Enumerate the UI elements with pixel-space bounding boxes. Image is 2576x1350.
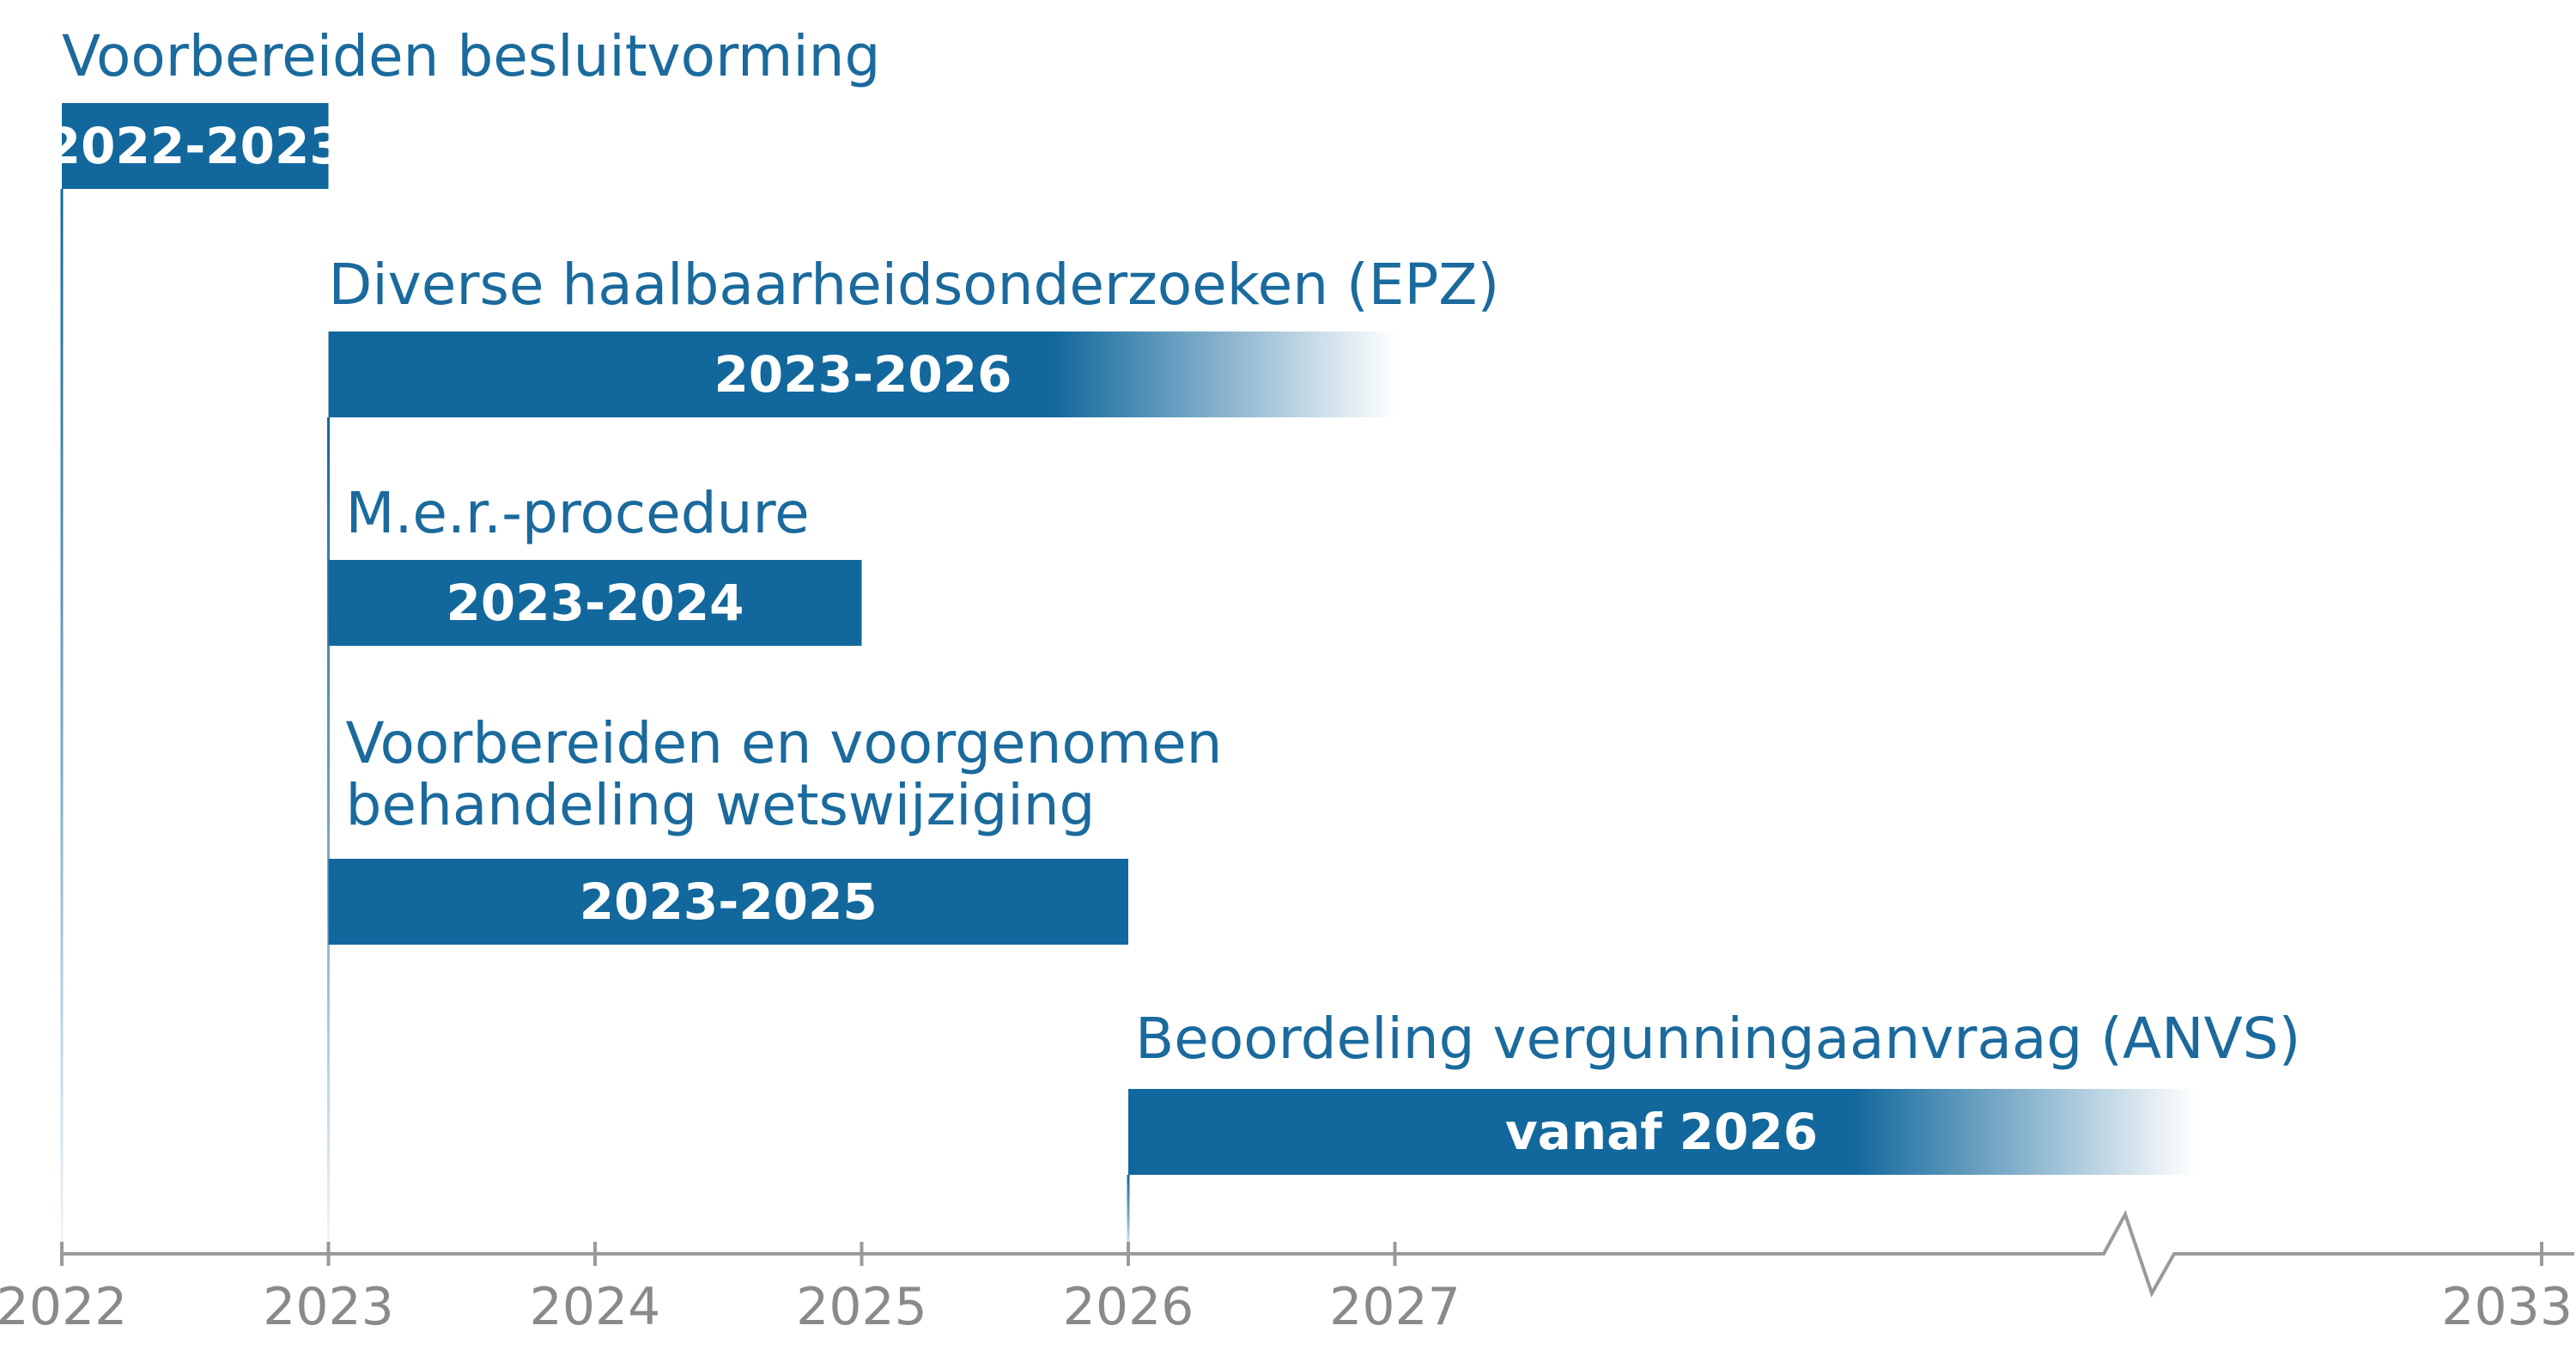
task-title: M.e.r.-procedure <box>346 480 810 546</box>
task-title: behandeling wetswijziging <box>346 772 1096 838</box>
bar-label: vanaf 2026 <box>1505 1103 1818 1161</box>
tick-label: 2022 <box>0 1277 127 1337</box>
connector-line-2023 <box>327 417 330 1254</box>
bar-label: 2023-2025 <box>580 873 878 931</box>
task-title: Voorbereiden besluitvorming <box>62 23 880 89</box>
task-bar <box>62 103 329 189</box>
tick-label: 2033 <box>2441 1277 2573 1337</box>
connector-line-2026 <box>1127 1175 1130 1254</box>
time-axis: 2022 2023 2024 2025 2026 2027 2033 <box>0 1210 2574 1337</box>
task-bar <box>1128 1089 2195 1175</box>
tick-label: 2026 <box>1063 1277 1194 1337</box>
connector-lines <box>60 189 1130 1254</box>
tick-label: 2024 <box>530 1277 661 1337</box>
connector-line-2022 <box>60 189 64 1254</box>
bar-label: 2022-2023 <box>46 117 344 175</box>
axis-line <box>62 1210 2574 1298</box>
task-bar <box>328 560 862 646</box>
bar-label: 2023-2024 <box>447 574 744 632</box>
task-title: Diverse haalbaarheidsonderzoeken (EPZ) <box>329 252 1500 318</box>
task-title: Beoordeling vergunningaanvraag (ANVS) <box>1135 1006 2300 1072</box>
task-bar <box>328 859 1128 945</box>
tick-label: 2023 <box>263 1277 394 1337</box>
task-bars: 2022-2023 Voorbereiden besluitvorming 2023… <box>46 23 2300 1175</box>
bar-label: 2023-2026 <box>714 345 1012 404</box>
task-title: Voorbereiden en voorgenomen <box>346 710 1223 776</box>
tick-label: 2025 <box>796 1277 927 1337</box>
task-bar <box>328 331 1395 417</box>
tick-label: 2027 <box>1329 1277 1461 1337</box>
